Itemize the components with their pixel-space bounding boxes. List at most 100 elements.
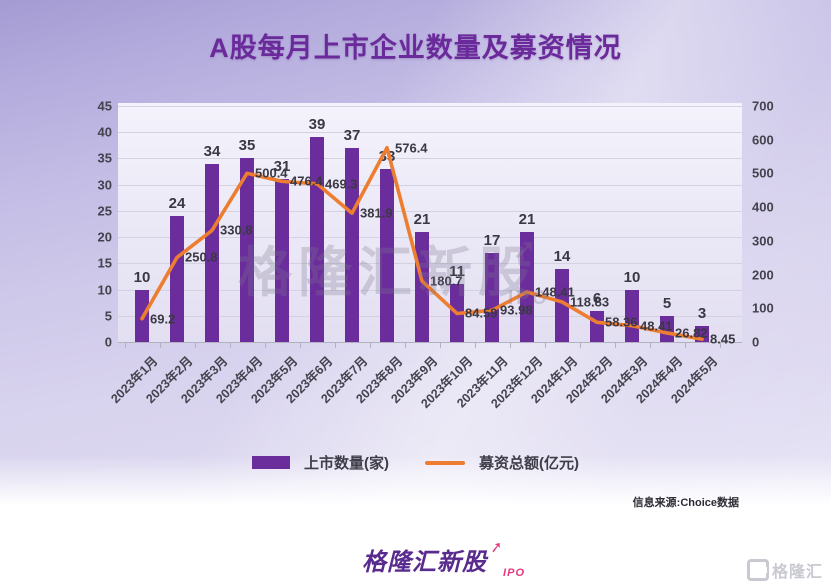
bar-value-label: 24 [168, 195, 186, 213]
left-axis-tick-label: 40 [97, 124, 112, 140]
left-axis-tick-label: 15 [97, 255, 112, 271]
x-axis-tick [474, 343, 476, 348]
watermark-arrow-icon: ➚ [512, 233, 538, 266]
x-axis-tick [264, 343, 266, 348]
x-axis-tick [404, 343, 406, 348]
background-fade [0, 455, 831, 515]
x-axis-tick [369, 343, 371, 348]
left-axis-tick-label: 30 [97, 177, 112, 193]
line-value-label: 381.9 [360, 205, 393, 221]
footer-brand-text: 格隆汇新股 [362, 549, 487, 576]
legend-line-label: 募资总额(亿元) [479, 455, 579, 472]
bar-2023年5月 [275, 179, 289, 342]
bar-value-label: 17 [483, 231, 501, 249]
line-value-label: 500.4 [255, 165, 288, 181]
x-axis-tick [159, 343, 161, 348]
x-axis-tick [439, 343, 441, 348]
x-axis-tick [684, 343, 686, 348]
bar-value-label: 37 [343, 126, 361, 144]
gridline [118, 184, 742, 186]
bar-value-label: 10 [623, 268, 641, 286]
line-value-label: 576.4 [395, 140, 428, 156]
x-axis-tick [334, 343, 336, 348]
line-value-label: 26.82 [675, 325, 708, 341]
gridline [118, 106, 742, 107]
bar-2023年3月 [205, 163, 219, 342]
x-axis-tick [614, 343, 616, 348]
bar-2023年12月 [520, 231, 534, 342]
legend-line-swatch [425, 460, 465, 465]
corner-logo-text: 格隆汇 [771, 564, 823, 581]
x-axis-tick [194, 343, 196, 348]
left-axis-tick-label: 5 [104, 308, 112, 324]
x-axis-tick [124, 343, 126, 348]
legend-bar-swatch [252, 456, 290, 469]
right-axis-tick-label: 0 [752, 334, 760, 350]
watermark-sub-text: IPO [508, 288, 550, 309]
bar-2023年11月 [485, 252, 499, 342]
line-value-label: 48.41 [640, 318, 673, 334]
gridline [118, 210, 742, 212]
line-value-label: 148.41 [535, 284, 575, 300]
line-value-label: 250.8 [185, 249, 218, 265]
x-axis-tick [509, 343, 511, 348]
footer-brand-logo: 格隆汇新股 ➚ IPO [362, 538, 524, 579]
bar-value-label: 21 [518, 210, 536, 228]
line-value-label: 330.8 [220, 222, 253, 238]
gridline [118, 237, 742, 239]
bar-2024年3月 [625, 289, 639, 342]
bar-value-label: 10 [133, 268, 151, 286]
bar-value-label: 5 [662, 294, 672, 312]
x-axis-line [118, 342, 742, 343]
legend: 上市数量(家) 募资总额(亿元) [0, 452, 831, 473]
right-axis-tick-label: 300 [752, 233, 774, 249]
line-value-label: 180.7 [430, 273, 463, 289]
bar-2023年4月 [240, 158, 254, 342]
line-value-label: 58.36 [605, 314, 638, 330]
corner-logo-icon [746, 559, 769, 581]
gridline [118, 158, 742, 160]
right-axis-tick-label: 100 [752, 300, 774, 316]
bar-value-label: 3 [697, 305, 707, 323]
left-axis-tick-label: 0 [104, 334, 112, 350]
line-value-label: 118.83 [570, 294, 610, 310]
line-value-label: 69.2 [150, 311, 176, 327]
right-axis-tick-label: 500 [752, 165, 774, 181]
bar-value-label: 11 [449, 263, 465, 281]
corner-logo: 格隆汇 [746, 558, 823, 582]
bar-2023年7月 [345, 147, 359, 342]
bar-value-label: 6 [592, 289, 602, 307]
line-value-label: 93.98 [500, 302, 533, 318]
left-axis-tick-label: 35 [97, 150, 112, 166]
gridline [118, 132, 742, 134]
bar-value-label: 21 [413, 210, 431, 228]
line-value-label: 8.45 [710, 331, 736, 347]
bar-2024年1月 [555, 268, 569, 342]
left-axis-tick-label: 25 [97, 203, 112, 219]
x-axis-tick [544, 343, 546, 348]
bar-2023年9月 [415, 231, 429, 342]
gridline [118, 263, 742, 265]
bar-value-label: 14 [553, 247, 571, 265]
line-value-label: 84.59 [465, 305, 498, 321]
x-axis-tick [299, 343, 301, 348]
right-axis-tick-label: 200 [752, 267, 774, 283]
left-axis-tick-label: 10 [97, 282, 112, 298]
line-value-label: 476.4 [290, 173, 323, 189]
bar-value-label: 34 [203, 142, 221, 160]
x-axis-tick [579, 343, 581, 348]
left-axis-tick-label: 20 [97, 229, 112, 245]
chart-title: A股每月上市企业数量及募资情况 [209, 33, 622, 63]
bar-2023年2月 [170, 216, 184, 342]
line-value-label: 469.3 [325, 176, 358, 192]
gridline [118, 315, 742, 317]
x-axis-tick [649, 343, 651, 348]
bar-2024年4月 [660, 315, 674, 342]
footer-brand-sub: IPO [503, 567, 525, 579]
legend-bar-label: 上市数量(家) [304, 455, 389, 472]
source-note: 信息来源:Choice数据 [632, 497, 739, 509]
bar-value-label: 39 [308, 116, 326, 134]
right-axis-tick-label: 400 [752, 199, 774, 215]
right-axis-tick-label: 600 [752, 132, 774, 148]
